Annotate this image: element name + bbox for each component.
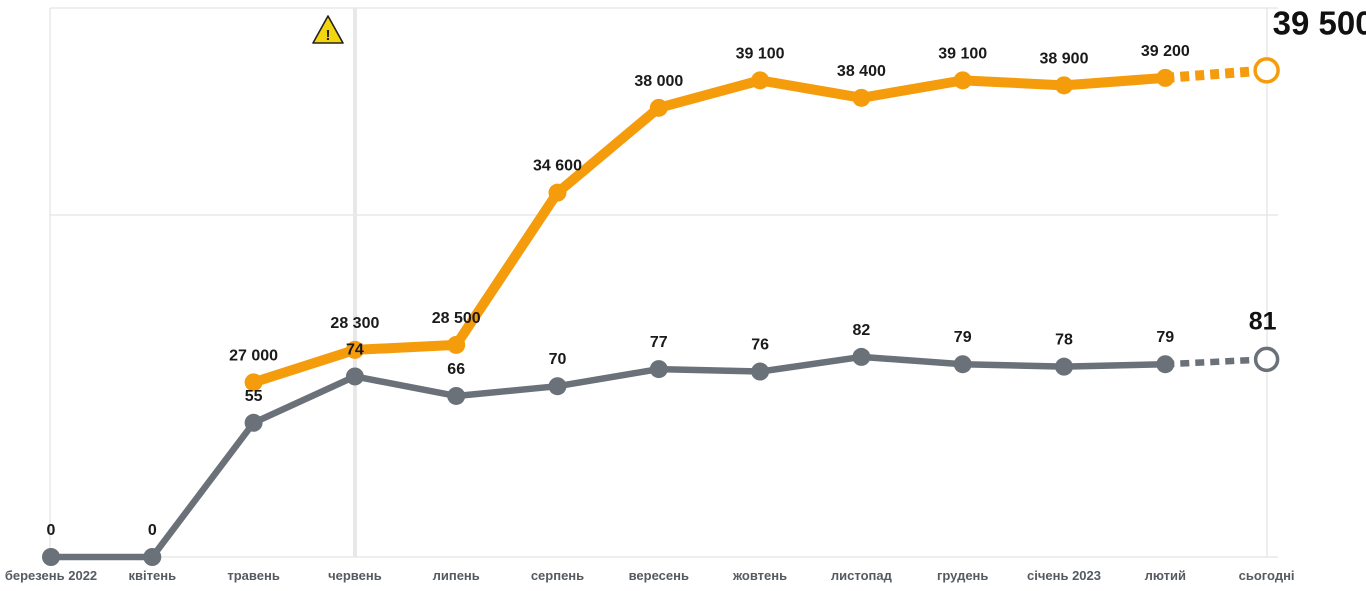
x-tick-label: серпень	[531, 568, 584, 583]
series-price-data-label: 39 100	[736, 45, 785, 62]
series-price-point[interactable]	[548, 183, 567, 202]
series-count-point[interactable]	[143, 548, 162, 566]
series-count-data-label: 66	[447, 361, 465, 378]
series-count-data-label: 78	[1055, 332, 1073, 349]
series-price-data-label: 39 200	[1141, 43, 1190, 60]
x-tick-label: квітень	[129, 568, 177, 583]
series-price-data-label: 38 900	[1040, 50, 1089, 67]
series-price-point[interactable]	[244, 373, 263, 392]
series-price-point[interactable]	[1055, 76, 1073, 95]
series-count-data-label: 79	[1156, 329, 1174, 346]
series-price-projection	[1164, 65, 1267, 83]
series-price-point[interactable]	[447, 335, 466, 354]
series-price-data-label: 27 000	[229, 347, 278, 364]
series-count-data-label: 77	[650, 334, 668, 351]
series-count-data-label: 55	[245, 388, 263, 405]
series-count-line	[47, 353, 1169, 561]
series-count-data-label: 70	[549, 351, 567, 368]
data-labels: 27 000 28 300 28 500 34 600 38 000 39 100 38 4…	[47, 4, 1366, 539]
series-price-point-projected[interactable]	[1253, 57, 1280, 84]
grid	[49, 7, 1278, 558]
x-tick-label: січень 2023	[1027, 568, 1101, 583]
x-tick-label: вересень	[629, 568, 689, 583]
series-price-data-label: 28 300	[330, 315, 379, 332]
x-tick-label: червень	[328, 568, 382, 583]
x-tick-label: грудень	[937, 568, 988, 583]
series-count-data-label: 0	[47, 522, 56, 539]
x-axis-ticks: березень 2022 квітень травень червень липень…	[5, 568, 1295, 583]
series-price-point[interactable]	[649, 98, 668, 117]
series-price-line	[248, 72, 1171, 388]
warning-triangle-icon[interactable]: !	[312, 15, 344, 44]
x-tick-label: жовтень	[732, 568, 787, 583]
series-price-current-value: 39 500 грн	[1273, 4, 1366, 41]
x-tick-label: травень	[227, 568, 279, 583]
series-count-data-label: 74	[346, 341, 364, 358]
warning-mark: !	[326, 27, 331, 44]
series-count-current-value: 81	[1249, 307, 1277, 335]
series-count-point-projected[interactable]	[1253, 346, 1280, 373]
series-count-point[interactable]	[1156, 355, 1175, 374]
series-count-point[interactable]	[447, 386, 466, 405]
x-tick-label: лютий	[1145, 568, 1186, 583]
series-count-point[interactable]	[345, 367, 364, 386]
series-count-point[interactable]	[953, 355, 972, 374]
series-price-point[interactable]	[345, 340, 364, 359]
series-count-point[interactable]	[1055, 357, 1073, 376]
series-price-point[interactable]	[1156, 68, 1175, 87]
series-price-data-label: 28 500	[432, 310, 481, 327]
x-tick-label: листопад	[831, 568, 893, 583]
series-count-point[interactable]	[42, 548, 60, 566]
series-count-point[interactable]	[852, 347, 871, 366]
warning-triangle-shape	[312, 15, 344, 44]
series-price-data-label: 38 400	[837, 63, 886, 80]
series-layer	[42, 57, 1280, 566]
series-price	[244, 57, 1280, 392]
series-price-point[interactable]	[953, 71, 972, 90]
series-count-projection	[1165, 356, 1267, 368]
series-count-data-label: 82	[853, 322, 871, 339]
series-price-data-label: 38 000	[634, 73, 683, 90]
series-price-data-label: 34 600	[533, 158, 582, 175]
x-tick-label: березень 2022	[5, 568, 97, 583]
series-price-point[interactable]	[751, 71, 770, 90]
x-tick-label: сьогодні	[1239, 568, 1295, 583]
series-count-data-label: 76	[751, 337, 769, 354]
x-tick-label: липень	[433, 568, 480, 583]
series-price-data-label: 39 100	[938, 45, 987, 62]
series-count-point[interactable]	[548, 377, 567, 396]
series-count-data-label: 79	[954, 329, 972, 346]
series-count-point[interactable]	[244, 413, 263, 432]
series-count-point[interactable]	[751, 362, 770, 381]
series-price-point[interactable]	[852, 88, 871, 107]
series-count-point[interactable]	[649, 360, 668, 379]
series-count-data-label: 0	[148, 522, 157, 539]
series-count	[42, 346, 1280, 566]
